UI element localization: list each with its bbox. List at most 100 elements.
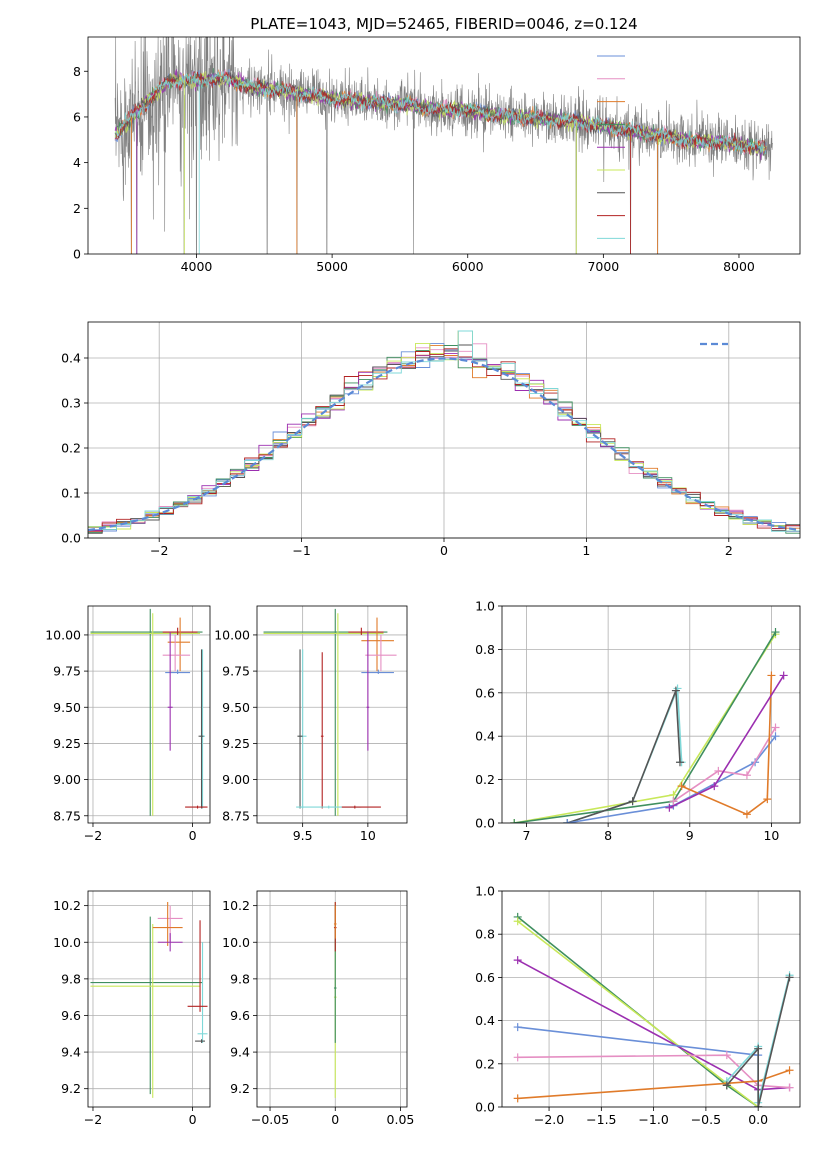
weight-line-salpeter-miles — [517, 1054, 790, 1089]
y-tick-label: 0.8 — [475, 642, 495, 657]
y-tick-label: 0.2 — [61, 441, 81, 456]
weight-point-kroupa-miles — [767, 671, 776, 680]
y-tick-label: 9.8 — [230, 971, 250, 986]
x-tick-label: 0 — [440, 543, 448, 558]
x-tick-label: −2 — [150, 543, 168, 558]
y-tick-label: 9.4 — [230, 1045, 250, 1060]
x-tick-label: 0.05 — [387, 1112, 415, 1127]
x-tick-label: 0 — [189, 1112, 197, 1127]
x-tick-label: −1.5 — [586, 1112, 616, 1127]
y-tick-label: 0.4 — [61, 351, 81, 366]
axes-frame — [87, 36, 801, 255]
axes-frame — [87, 605, 211, 824]
y-tick-label: 0.0 — [475, 1100, 495, 1115]
y-tick-label: 0.1 — [61, 486, 81, 501]
x-tick-label: −2 — [84, 1112, 102, 1127]
y-tick-label: 0.6 — [475, 685, 495, 700]
plot-area — [333, 901, 337, 1098]
y-tick-label: 10.2 — [222, 898, 250, 913]
y-tick-label: 6 — [73, 109, 81, 124]
y-tick-label: 10.0 — [222, 935, 250, 950]
x-tick-label: 5000 — [316, 259, 348, 274]
y-tick-label: 9.25 — [222, 736, 250, 751]
axes-frame — [256, 605, 408, 824]
weight-point-kroupa-miles — [763, 795, 772, 804]
y-tick-label: 9.50 — [53, 700, 81, 715]
weight-line-chabrier-elodie — [514, 631, 777, 823]
x-tick-label: 6000 — [452, 259, 484, 274]
x-tick-label: 8 — [604, 828, 612, 843]
x-tick-label: −0.5 — [691, 1112, 721, 1127]
observed-spectrum-line — [114, 37, 773, 254]
weight-point-salpeter-miles — [722, 1051, 731, 1060]
y-tick-label: 0.0 — [61, 531, 81, 546]
y-tick-label: 8.75 — [53, 808, 81, 823]
plot-area — [114, 37, 773, 254]
axes-frame — [87, 890, 211, 1108]
plot-area — [88, 330, 800, 534]
mass-vs-extinction-panel: −0.05 0 0.05 9.2 9.4 9.6 9.8 10.0 10.2 — [222, 890, 415, 1127]
y-tick-label: 9.00 — [222, 772, 250, 787]
y-tick-label: 9.6 — [61, 1008, 81, 1023]
y-tick-label: 1.0 — [475, 884, 495, 899]
x-tick-label: 8000 — [723, 259, 755, 274]
weight-vs-metallicity-panel: −2.0 −1.5 −1.0 −0.5 0.0 0.0 0.2 0.4 0.6 0.8 1.0 — [475, 884, 801, 1127]
weight-point-chabrier-miles — [563, 819, 572, 823]
weight-line-salpeter-miles — [673, 727, 777, 802]
weight-point-chabrier-stelib — [671, 686, 680, 695]
weight-point-chabrier-stelib — [628, 797, 637, 806]
weight-line-chabrier-stelib — [567, 690, 681, 823]
age-vs-metallicity-panel: −2 0 8.75 9.00 9.25 9.50 9.75 10.00 — [45, 605, 211, 843]
y-tick-label: 0.3 — [61, 396, 81, 411]
weight-point-kroupa-miles — [513, 1094, 522, 1103]
weight-point-chabrier-miles — [513, 1023, 522, 1032]
x-tick-label: 2 — [725, 543, 733, 558]
spectrum-panel: 4000 5000 6000 7000 8000 0 2 4 6 8 — [73, 36, 801, 274]
weight-line-chabrier-stelib — [726, 977, 791, 1107]
y-tick-label: 9.25 — [53, 736, 81, 751]
weight-point-salpeter-miles — [669, 797, 678, 806]
x-tick-label: 0 — [331, 1112, 339, 1127]
y-tick-label: 10.00 — [214, 627, 250, 642]
axes-frame — [501, 605, 801, 824]
y-tick-label: 0.6 — [475, 970, 495, 985]
y-tick-label: 4 — [73, 155, 81, 170]
y-tick-label: 2 — [73, 201, 81, 216]
x-tick-label: −1 — [292, 543, 310, 558]
weight-line-kroupa-miles — [681, 675, 773, 816]
plot-area — [90, 901, 208, 1098]
axes-frame — [501, 890, 801, 1108]
x-tick-label: 10 — [763, 828, 779, 843]
weight-point-kroupa-miles — [785, 1066, 794, 1075]
y-tick-label: 9.75 — [222, 664, 250, 679]
age-vs-mass-panel: 9.5 10 8.75 9.00 9.25 9.50 9.75 10.00 — [214, 605, 408, 843]
x-tick-label: −2.0 — [534, 1112, 564, 1127]
x-tick-label: 9 — [686, 828, 694, 843]
y-tick-label: 1.0 — [475, 599, 495, 614]
weight-point-salpeter-miles — [714, 766, 723, 775]
y-tick-label: 0.2 — [475, 772, 495, 787]
model-line-kroupa-stelib — [114, 71, 767, 155]
x-tick-label: 7 — [523, 828, 531, 843]
plot-area — [510, 628, 788, 823]
residuals-histogram-panel: −2 −1 0 1 2 0.0 0.1 0.2 0.3 0.4 — [61, 321, 801, 558]
y-tick-label: 9.00 — [53, 772, 81, 787]
x-tick-label: 9.5 — [293, 828, 313, 843]
y-tick-label: 9.2 — [61, 1081, 81, 1096]
x-tick-label: −0.05 — [251, 1112, 289, 1127]
weight-point-salpeter-elodie — [513, 956, 522, 965]
x-tick-label: 0 — [189, 828, 197, 843]
normal-distribution-curve — [88, 357, 800, 532]
weight-point-chabrier-stelib — [675, 758, 684, 767]
plot-area — [263, 608, 397, 816]
weight-line-chabrier-elodie — [517, 916, 759, 1107]
mass-vs-metallicity-panel: −2 0 9.2 9.4 9.6 9.8 10.0 10.2 — [53, 890, 211, 1127]
axes-frame — [256, 890, 408, 1108]
y-tick-label: 10.2 — [53, 898, 81, 913]
y-tick-label: 9.50 — [222, 700, 250, 715]
weight-point-kroupa-miles — [742, 810, 751, 819]
spectrum-legend — [597, 55, 625, 239]
y-tick-label: 8.75 — [222, 808, 250, 823]
x-tick-label: −1.0 — [638, 1112, 668, 1127]
